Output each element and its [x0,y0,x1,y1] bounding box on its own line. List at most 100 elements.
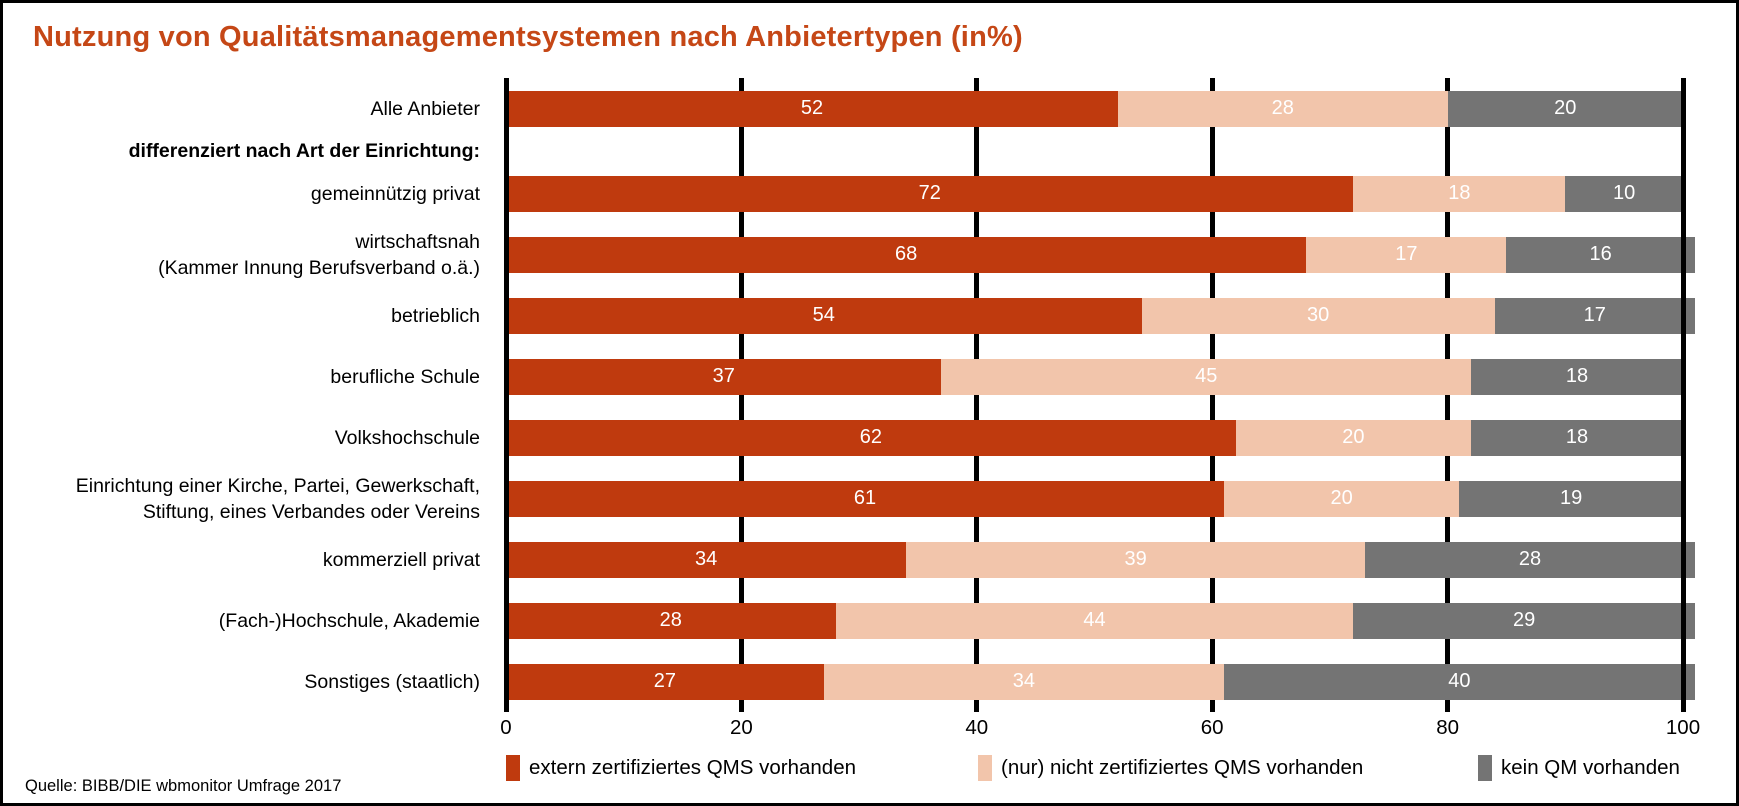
stacked-bar: 27 34 40 [506,663,1695,700]
bar-segment-series2: 39 [906,541,1366,578]
bar-value-label: 68 [895,243,918,265]
stacked-bar: 37 45 18 [506,358,1683,395]
bar-value-label: 17 [1395,243,1418,265]
bar-segment-series2: 45 [941,358,1472,395]
bar-segment-series2: 34 [823,663,1224,700]
stacked-bar: 72 18 10 [506,175,1683,212]
bar-row: wirtschaftsnah (Kammer Innung Berufsverba… [158,224,1695,285]
x-axis: 0 20 40 60 80 100 [500,716,1700,744]
legend-item: (nur) nicht zertifiziertes QMS vorhanden [978,755,1363,781]
x-tick-label-0: 0 [500,716,512,739]
bar-segment-series1: 62 [506,419,1236,456]
category-label: Sonstiges (staatlich) [304,670,480,693]
bar-row: Alle Anbieter 52 28 20 [371,78,1683,139]
category-label: gemeinnützig privat [310,182,480,205]
bar-value-label: 28 [659,609,682,631]
bar-value-label: 20 [1342,426,1365,448]
legend-item: extern zertifiziertes QMS vorhanden [506,755,856,781]
bar-value-label: 40 [1448,670,1471,692]
bar-segment-series3: 16 [1506,236,1695,273]
stacked-bar: 34 39 28 [506,541,1695,578]
gridline-100 [1680,78,1686,712]
category-group-header-row: differenziert nach Art der Einrichtung: [129,139,1683,163]
category-label: Volkshochschule [334,426,480,449]
bar-value-label: 20 [1554,97,1577,119]
chart-rows: Alle Anbieter 52 28 20 differenziert nach Ar… [76,78,1695,712]
bar-segment-series3: 17 [1494,297,1695,334]
category-label: Einrichtung einer Kirche, Partei, Gewerk… [75,474,480,523]
bar-segment-series2: 20 [1223,480,1460,517]
bar-segment-series1: 28 [506,602,836,639]
bar-value-label: 54 [812,304,835,326]
bar-value-label: 72 [918,182,941,204]
bar-row: kommerziell privat 34 39 28 [323,529,1695,590]
legend-swatch-icon [978,755,992,781]
bar-value-label: 19 [1560,487,1583,509]
bar-segment-series1: 37 [506,358,942,395]
gridline-20 [738,78,744,712]
bar-value-label: 39 [1124,548,1147,570]
bar-row: gemeinnützig privat 72 18 10 [311,163,1683,224]
bar-value-label: 18 [1565,426,1589,448]
stacked-bar: 61 20 19 [506,480,1683,517]
bar-value-label: 28 [1518,548,1542,570]
bar-value-label: 10 [1613,182,1636,204]
bar-value-label: 34 [694,548,718,570]
x-tick-label-80: 80 [1436,716,1459,739]
bar-segment-series2: 18 [1353,175,1566,212]
gridline-40 [974,78,980,712]
bar-row: Einrichtung einer Kirche, Partei, Gewerk… [76,468,1683,529]
stacked-bar: 62 20 18 [506,419,1683,456]
x-tick-label-20: 20 [729,716,753,739]
bar-value-label: 52 [800,97,824,119]
bar-value-label: 44 [1083,609,1106,631]
gridline-0 [503,78,509,712]
bar-row: (Fach-)Hochschule, Akademie 28 44 29 [219,590,1695,651]
plot-area: Alle Anbieter 52 28 20 differenziert nach Ar… [76,78,1695,712]
legend-label: (nur) nicht zertifiziertes QMS vorhanden [1001,756,1364,779]
legend-label: extern zertifiziertes QMS vorhanden [529,756,856,779]
category-label: betrieblich [391,304,480,327]
bar-segment-series1: 61 [506,480,1224,517]
bar-row: Sonstiges (staatlich) 27 34 40 [304,651,1695,712]
bar-value-label: 37 [712,365,735,387]
x-tick-label-40: 40 [965,716,989,739]
bar-value-label: 18 [1565,365,1589,387]
bar-value-label: 16 [1589,243,1612,265]
bar-segment-series2: 20 [1235,419,1472,456]
stacked-bar: 68 17 16 [506,236,1695,273]
bar-segment-series2: 44 [835,602,1354,639]
chart-title: Nutzung von Qualitätsmanagementsystemen … [33,21,1023,53]
bar-segment-series3: 18 [1471,419,1683,456]
x-tick-label-60: 60 [1200,716,1224,739]
bar-value-label: 20 [1330,487,1353,509]
bar-segment-series3: 28 [1365,541,1695,578]
legend-label: kein QM vorhanden [1501,756,1680,779]
bar-segment-series3: 29 [1353,602,1695,639]
bar-segment-series2: 28 [1118,90,1448,127]
bar-row: betrieblich 54 30 17 [391,285,1695,346]
group-header-label: differenziert nach Art der Einrichtung: [128,140,480,162]
category-label: wirtschaftsnah (Kammer Innung Berufsverba… [158,230,480,279]
stacked-bar: 28 44 29 [506,602,1695,639]
gridline-60 [1209,78,1215,712]
bar-segment-series1: 72 [506,175,1354,212]
category-label: kommerziell privat [322,548,480,571]
category-label: (Fach-)Hochschule, Akademie [218,609,480,632]
x-tick-label-100: 100 [1665,716,1701,739]
stacked-bar: 52 28 20 [506,90,1683,127]
bar-segment-series1: 27 [506,663,824,700]
legend: extern zertifiziertes QMS vorhanden (nur)… [506,755,1706,787]
bar-segment-series1: 52 [506,90,1119,127]
bar-value-label: 27 [653,670,677,692]
bar-value-label: 28 [1271,97,1294,119]
bar-segment-series3: 10 [1565,175,1683,212]
legend-item: kein QM vorhanden [1478,755,1680,781]
bar-value-label: 18 [1448,182,1471,204]
bar-value-label: 62 [859,426,882,448]
bar-row: berufliche Schule 37 45 18 [330,346,1683,407]
category-label: berufliche Schule [330,365,480,388]
bar-value-label: 61 [853,487,877,509]
bar-segment-series2: 17 [1306,236,1507,273]
